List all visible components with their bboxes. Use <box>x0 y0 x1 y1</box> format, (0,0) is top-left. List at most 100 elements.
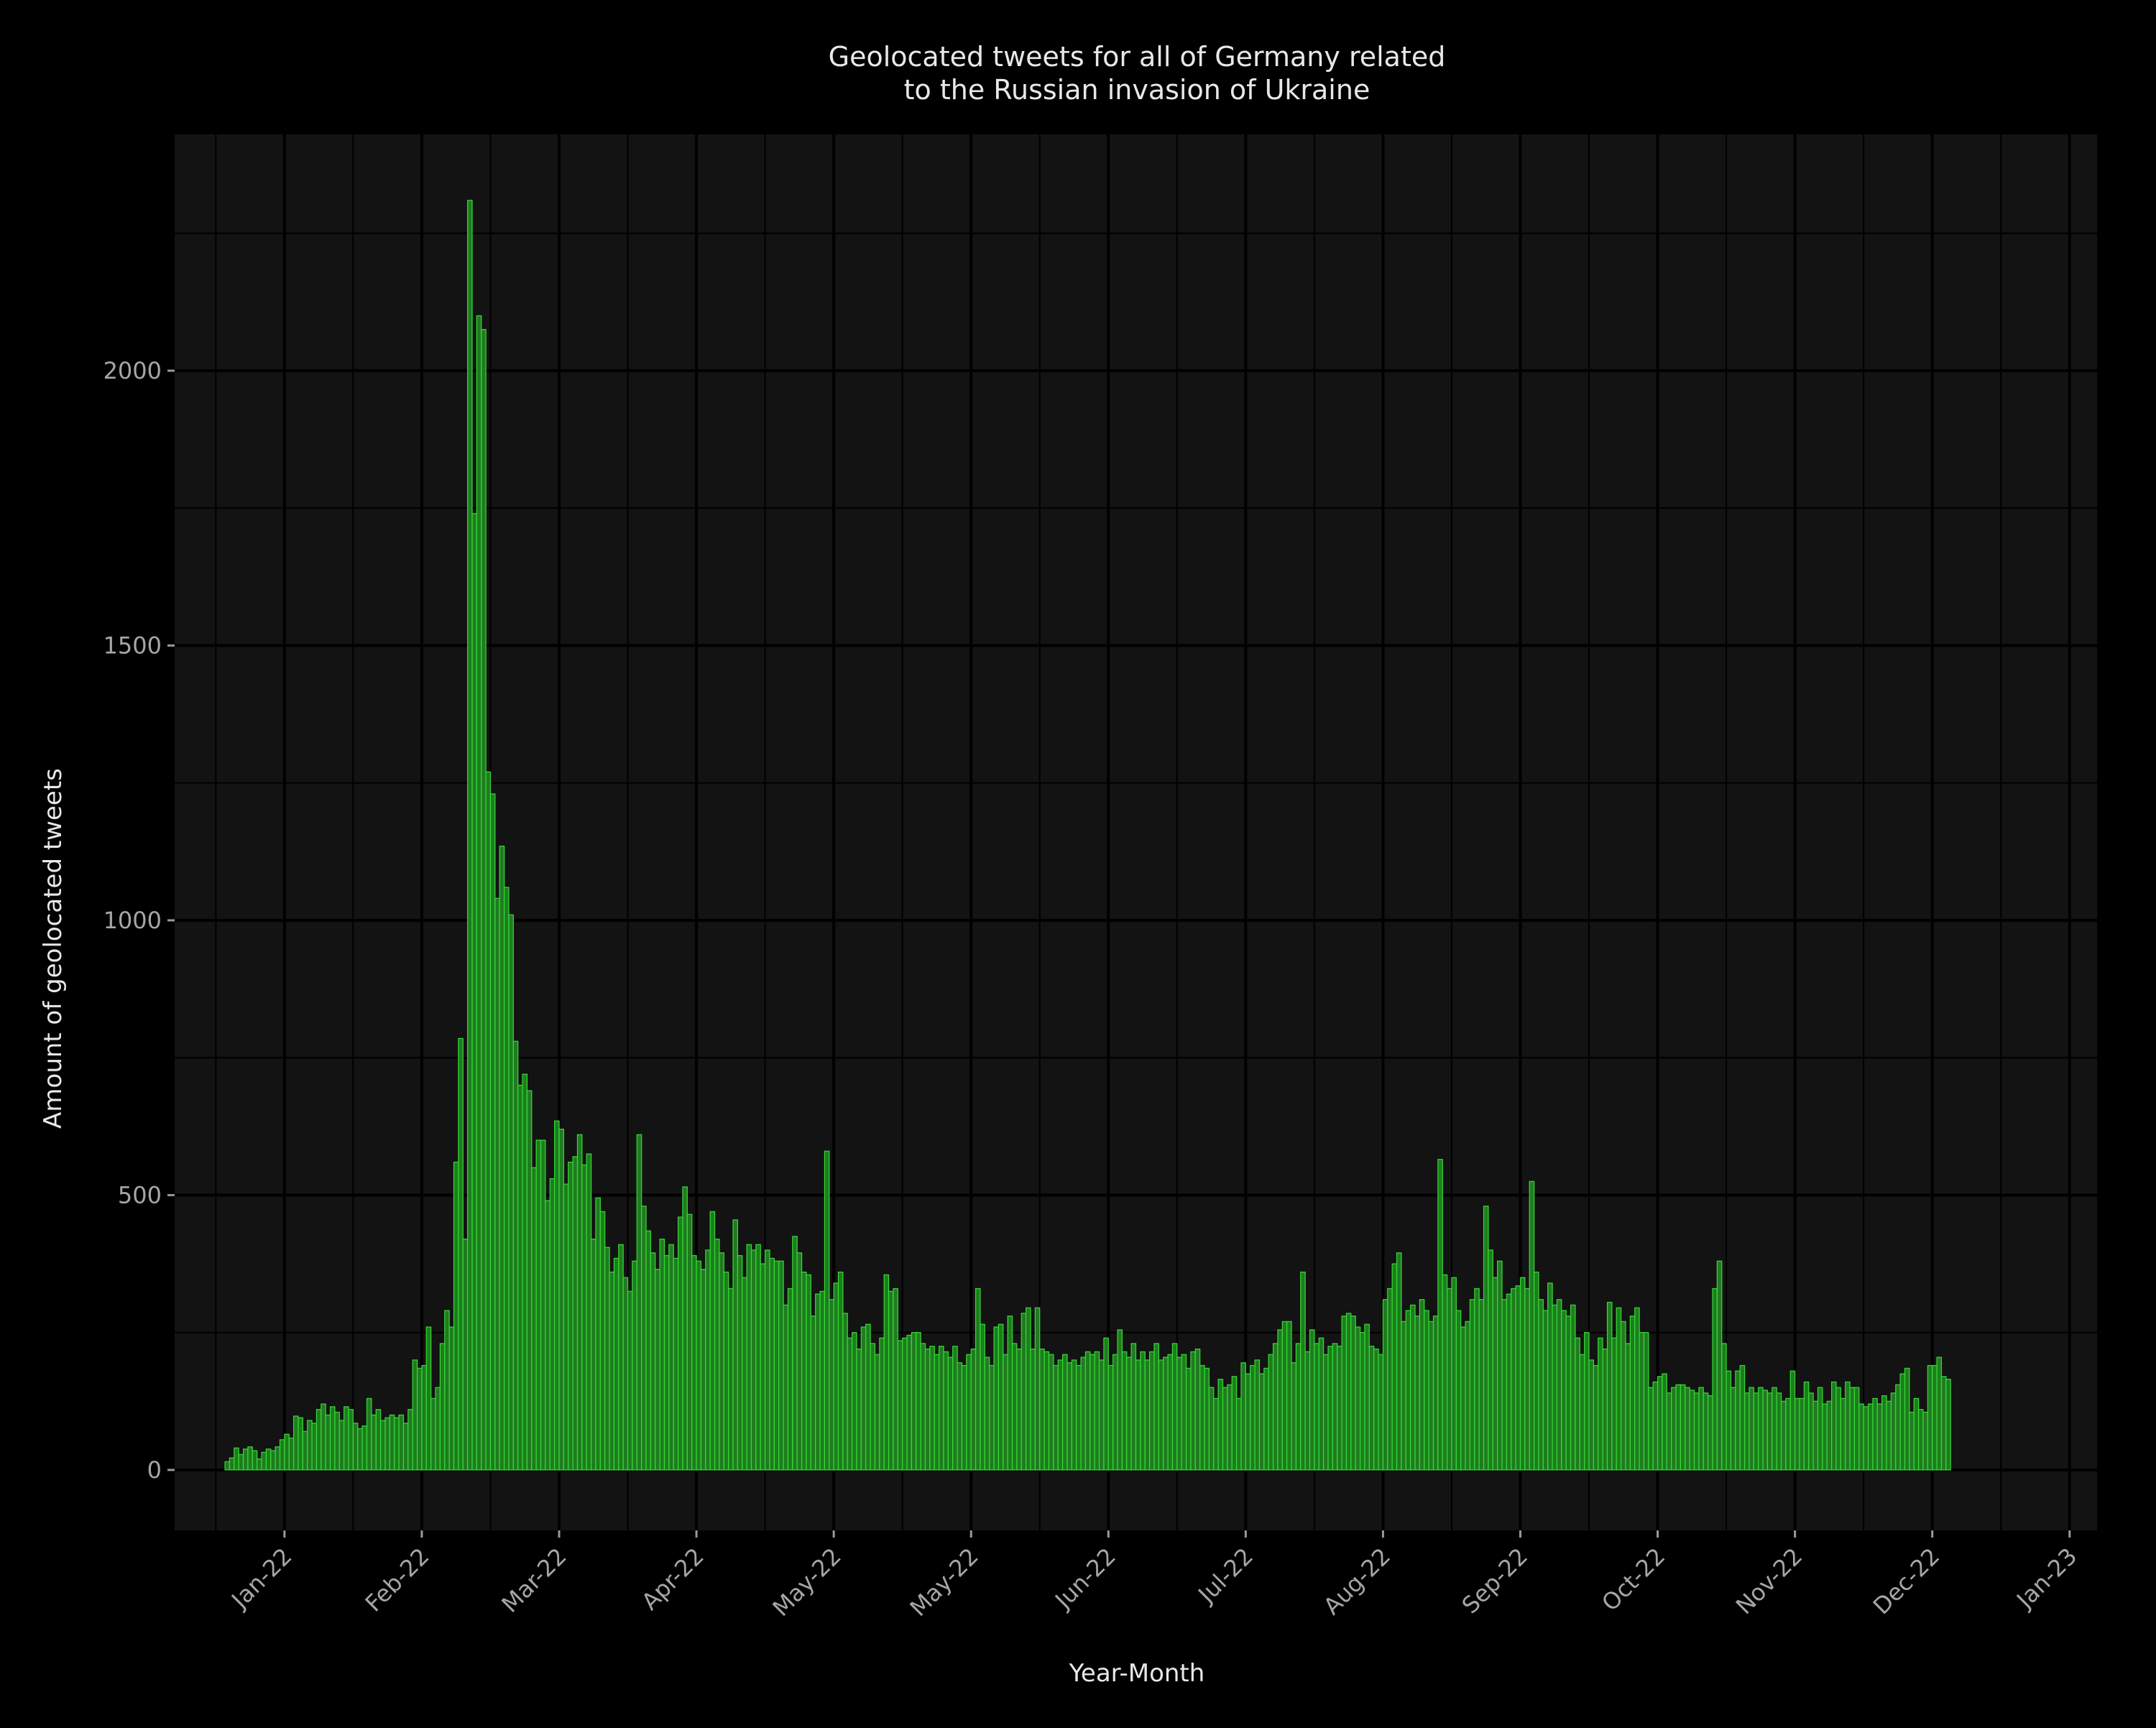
bar <box>1039 1348 1045 1471</box>
bar <box>1190 1351 1196 1471</box>
bar <box>1932 1364 1938 1471</box>
bar <box>1625 1343 1631 1471</box>
bar <box>1570 1304 1576 1471</box>
bar <box>829 1299 834 1471</box>
bar <box>1721 1343 1727 1471</box>
bar <box>929 1346 935 1471</box>
bar <box>1749 1387 1754 1471</box>
bar <box>526 1090 533 1471</box>
bar <box>989 1364 995 1471</box>
bar <box>902 1337 908 1471</box>
bar <box>1003 1354 1008 1471</box>
bar <box>796 1252 803 1471</box>
bar <box>966 1354 972 1471</box>
bar <box>1076 1364 1082 1471</box>
bar <box>622 1277 629 1471</box>
bar <box>302 1431 308 1471</box>
bar <box>1117 1329 1123 1471</box>
bar <box>476 315 482 1471</box>
bar <box>407 1409 413 1471</box>
bar <box>1483 1206 1489 1471</box>
bar <box>934 1354 940 1471</box>
bar <box>787 1288 793 1471</box>
bar <box>769 1257 775 1471</box>
bar <box>1323 1354 1329 1471</box>
bar <box>1639 1332 1645 1471</box>
bar <box>1657 1376 1663 1471</box>
bar <box>279 1439 285 1471</box>
bar <box>1698 1387 1704 1471</box>
bar <box>1743 1392 1750 1471</box>
bar <box>1034 1307 1041 1471</box>
bar <box>1057 1359 1064 1471</box>
bar <box>499 846 505 1471</box>
bar <box>1194 1348 1201 1471</box>
bar <box>348 1409 354 1471</box>
bar <box>824 1150 830 1471</box>
bar <box>1053 1364 1059 1471</box>
bar <box>998 1323 1004 1471</box>
bar <box>1936 1357 1943 1471</box>
bar <box>1685 1387 1690 1471</box>
bar <box>471 513 477 1471</box>
bar <box>1405 1310 1411 1471</box>
bar <box>1680 1384 1686 1471</box>
bar <box>645 1230 651 1471</box>
bar <box>719 1252 724 1471</box>
bar <box>655 1269 660 1471</box>
bar <box>1497 1260 1503 1471</box>
bar <box>494 897 500 1471</box>
bar <box>1126 1357 1132 1471</box>
bar <box>503 887 510 1471</box>
bar <box>1089 1354 1095 1471</box>
bar <box>234 1447 239 1471</box>
bar <box>1080 1357 1087 1471</box>
bar <box>352 1423 359 1471</box>
bar <box>810 1316 816 1471</box>
bar <box>924 1348 931 1471</box>
bar <box>380 1420 386 1471</box>
bar <box>1899 1373 1906 1471</box>
bar <box>1378 1354 1384 1471</box>
bar <box>819 1290 826 1471</box>
bar <box>238 1454 244 1471</box>
bar <box>1135 1359 1141 1471</box>
bar <box>522 1073 528 1471</box>
bar <box>375 1409 382 1471</box>
bar <box>1634 1307 1640 1471</box>
bar <box>1675 1384 1682 1471</box>
bar <box>1061 1354 1068 1471</box>
bar <box>1048 1354 1054 1471</box>
bar <box>1465 1321 1471 1471</box>
bar <box>1437 1159 1443 1471</box>
bar <box>261 1451 267 1471</box>
bar <box>1286 1321 1292 1471</box>
bar <box>599 1211 606 1471</box>
bar <box>1094 1351 1100 1471</box>
bar <box>1007 1316 1013 1471</box>
bar <box>1552 1304 1558 1471</box>
bar <box>535 1140 542 1471</box>
bar <box>1272 1343 1279 1471</box>
bar <box>563 1183 569 1471</box>
bar <box>961 1364 967 1471</box>
bar <box>1140 1351 1146 1471</box>
bar <box>1598 1337 1603 1471</box>
bar <box>1858 1403 1864 1471</box>
bar <box>760 1263 766 1471</box>
bar <box>1414 1316 1420 1471</box>
bar <box>1144 1359 1151 1471</box>
bar <box>1616 1307 1622 1471</box>
bar <box>288 1437 295 1471</box>
bar <box>1149 1351 1155 1471</box>
bar <box>1446 1288 1452 1471</box>
bar <box>1542 1310 1549 1471</box>
bar <box>1314 1343 1319 1471</box>
bar <box>1217 1379 1224 1471</box>
bar <box>1199 1364 1205 1471</box>
bar <box>338 1420 345 1471</box>
bar <box>691 1255 697 1471</box>
bar <box>1231 1376 1238 1471</box>
bar <box>1026 1307 1031 1471</box>
